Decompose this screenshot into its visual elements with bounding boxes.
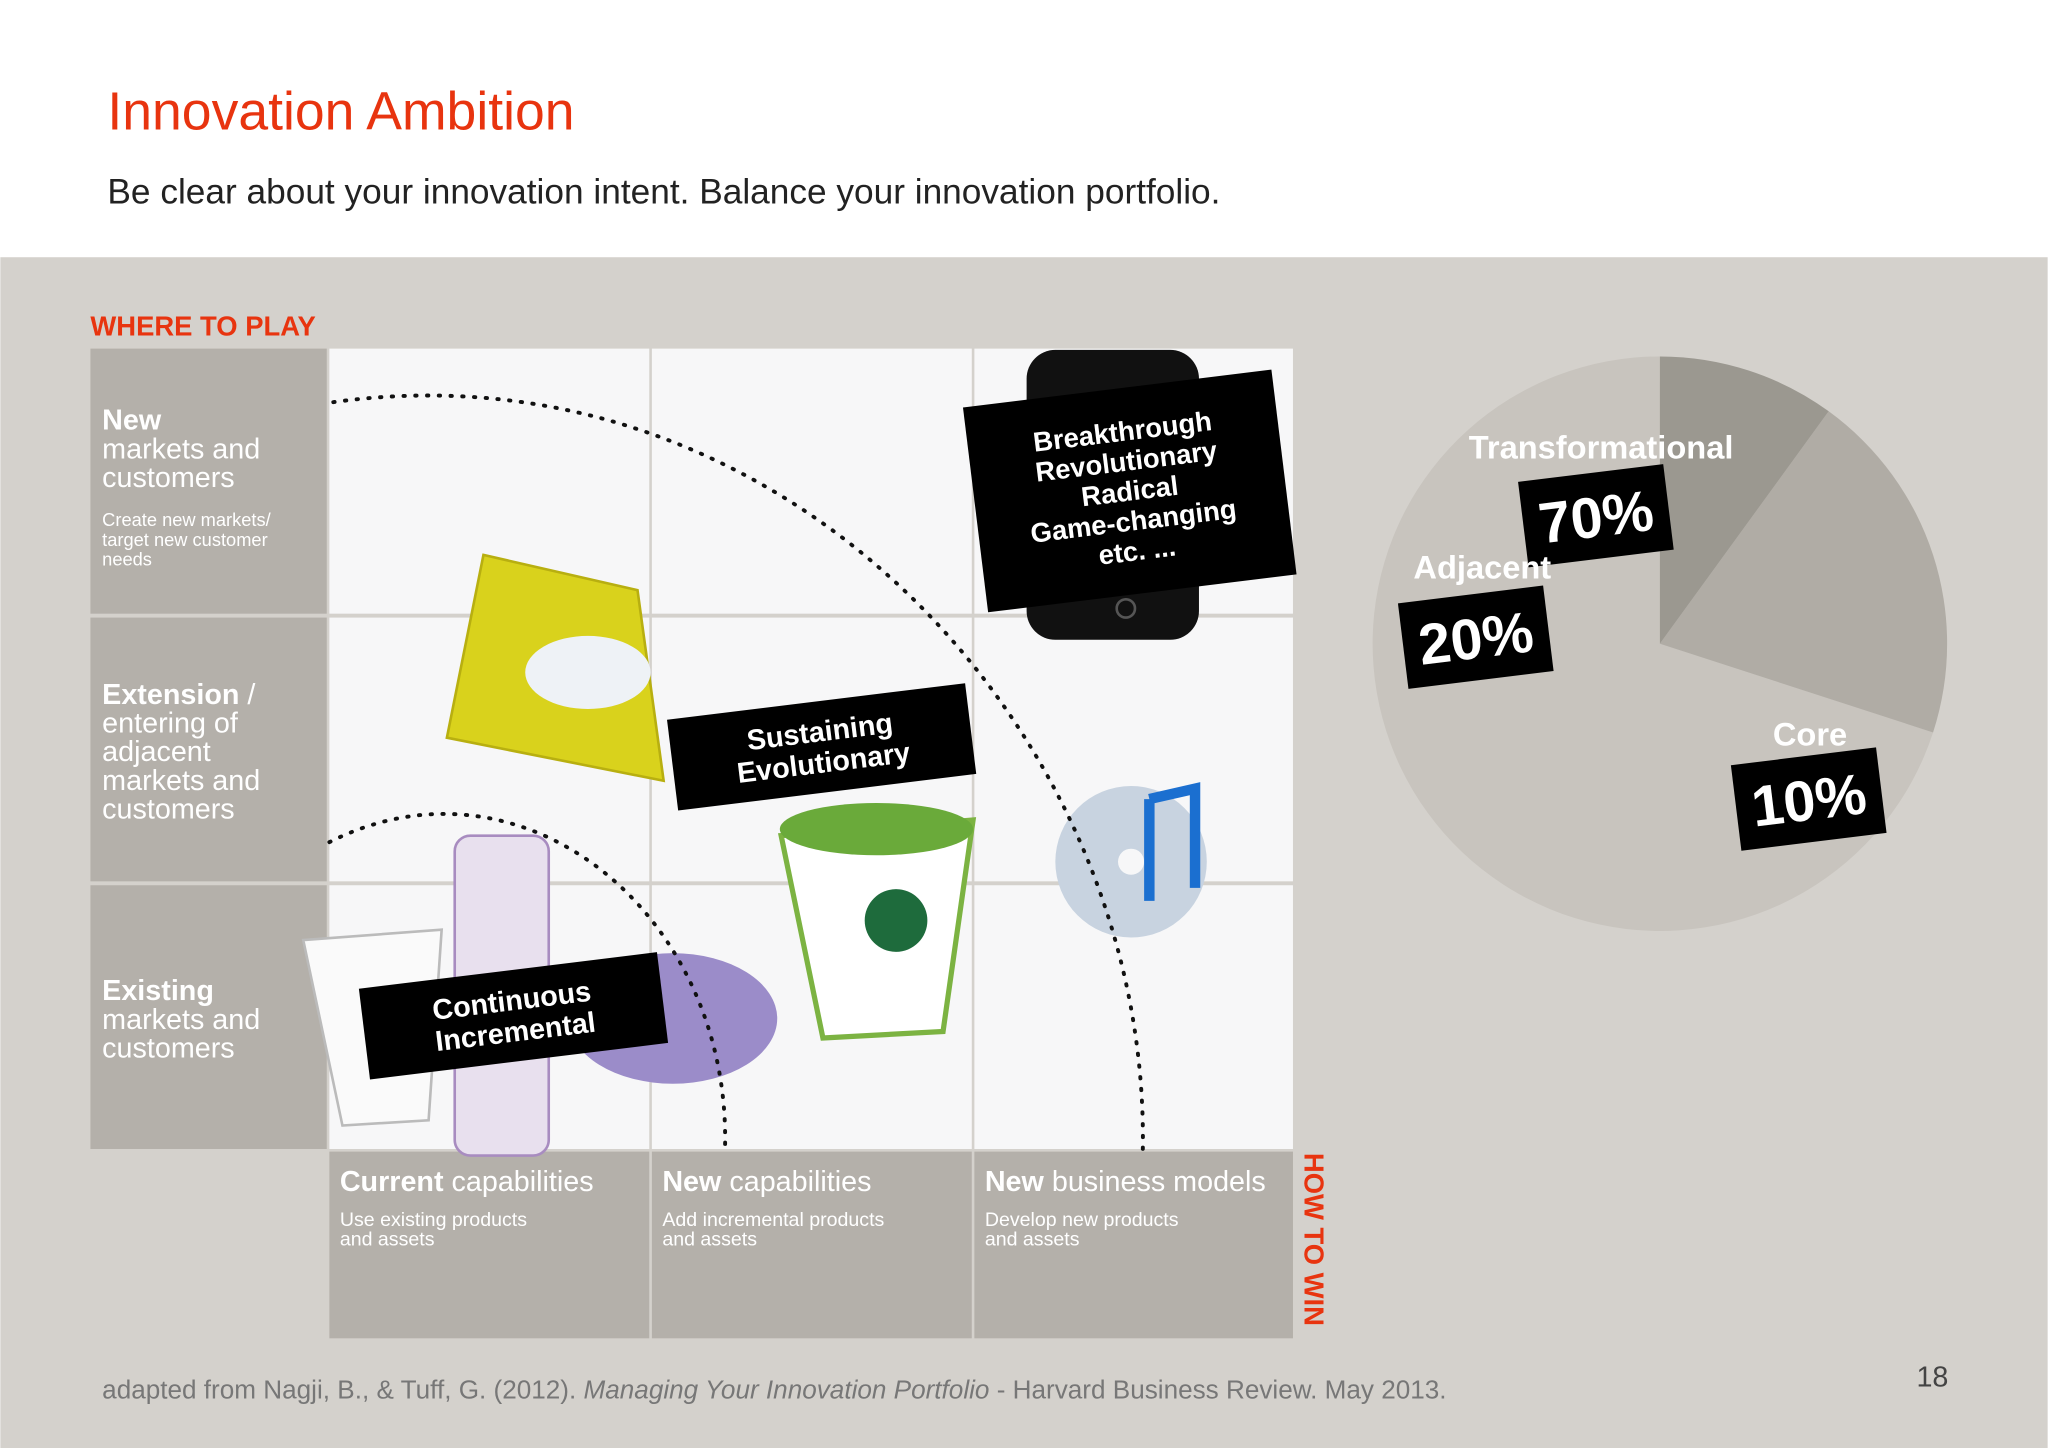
subtitle: Be clear about your innovation intent. B… [107, 173, 1220, 212]
tag-box [667, 683, 977, 811]
starbucks-logo [864, 889, 928, 952]
row-label: Extension / [102, 679, 255, 711]
citation-start: adapted from Nagji, B., & Tuff, G. (2012… [102, 1374, 583, 1404]
row-header-cell [90, 617, 327, 882]
column-label-bold: New [662, 1166, 722, 1198]
pie-slice [1659, 411, 1948, 733]
swiffer-duster [525, 635, 651, 709]
itunes-hole [1118, 848, 1145, 875]
pie-value-tag: 20% [1397, 585, 1554, 689]
column-note: and assets [985, 1229, 1080, 1251]
row-label: New [102, 405, 162, 437]
column-header-cell [329, 1151, 650, 1339]
pie-value-tag: 70% [1518, 464, 1674, 568]
pie-slice [1659, 356, 1829, 644]
page-number: 18 [1916, 1362, 1948, 1394]
row-note: needs [102, 548, 152, 569]
pie-value-label: 20% [1415, 600, 1537, 678]
column-label: New business models [985, 1166, 1266, 1198]
row-label-rest: / [239, 679, 255, 711]
row-label-line: markets and [102, 1004, 260, 1036]
title: Innovation Ambition [107, 82, 574, 141]
citation-title: Managing Your Innovation Portfolio [584, 1374, 990, 1404]
header-band [0, 0, 2048, 258]
column-label: Current capabilities [340, 1166, 594, 1198]
tag-box [358, 952, 669, 1080]
column-note: Add incremental products [662, 1209, 884, 1231]
row-label-line: adjacent [102, 736, 211, 768]
pie-chart: Transformational 70%Adjacent 20% Core 10% [1372, 356, 1948, 931]
row-label-bold: New [102, 405, 162, 437]
row-label-line: customers [102, 1033, 234, 1065]
row-note: Create new markets/ [102, 509, 271, 530]
row-header-cell [90, 348, 327, 614]
pie-value-label: 10% [1748, 762, 1870, 840]
column-label-rest: capabilities [444, 1166, 594, 1198]
row-header-cell [90, 885, 327, 1149]
column-note: Develop new products [985, 1209, 1179, 1231]
column-label-bold: Current [340, 1166, 444, 1198]
row-label: Existing [102, 975, 214, 1007]
column-label: New capabilities [662, 1166, 871, 1198]
pie-value-tag: 10% [1730, 747, 1887, 851]
column-note: and assets [340, 1229, 435, 1251]
pie-slice-name: Adjacent [1413, 548, 1551, 585]
innovation-tag: BreakthroughRevolutionaryRadicalGame-cha… [962, 369, 1297, 613]
column-header-cell [974, 1151, 1293, 1339]
pie-slice-name: Transformational [1469, 428, 1734, 465]
itunes-note [1144, 782, 1201, 901]
matrix-cell [651, 348, 972, 614]
citation-end: - Harvard Business Review. May 2013. [989, 1374, 1446, 1404]
column-label-bold: New [985, 1166, 1045, 1198]
phone-button [1115, 598, 1137, 619]
ice-cream-lid [779, 802, 974, 856]
column-header-cell [651, 1151, 972, 1339]
row-label-line: markets and [102, 433, 260, 465]
column-axis-label: HOW TO WIN [1299, 1153, 1330, 1326]
row-label-line: entering of [102, 707, 239, 739]
column-label-rest: capabilities [721, 1166, 871, 1198]
column-note: and assets [662, 1229, 757, 1251]
column-note: Use existing products [340, 1209, 527, 1231]
column-label-rest: business models [1044, 1166, 1266, 1198]
row-label-line: customers [102, 462, 234, 494]
pie-slice-name: Core [1773, 716, 1847, 753]
pie-value-box [1397, 585, 1554, 689]
row-label-line: markets and [102, 765, 260, 797]
row-label-bold: Existing [102, 975, 214, 1007]
row-note: target new customer [102, 529, 267, 550]
row-label-line: customers [102, 794, 234, 826]
row-axis-label: WHERE TO PLAY [90, 311, 315, 342]
row-label-bold: Extension [102, 679, 239, 711]
citation: adapted from Nagji, B., & Tuff, G. (2012… [102, 1374, 1446, 1404]
pie-value-label: 70% [1535, 479, 1657, 557]
pie-value-box [1518, 464, 1674, 568]
pie-value-box [1730, 747, 1887, 851]
tag-box [962, 369, 1297, 613]
